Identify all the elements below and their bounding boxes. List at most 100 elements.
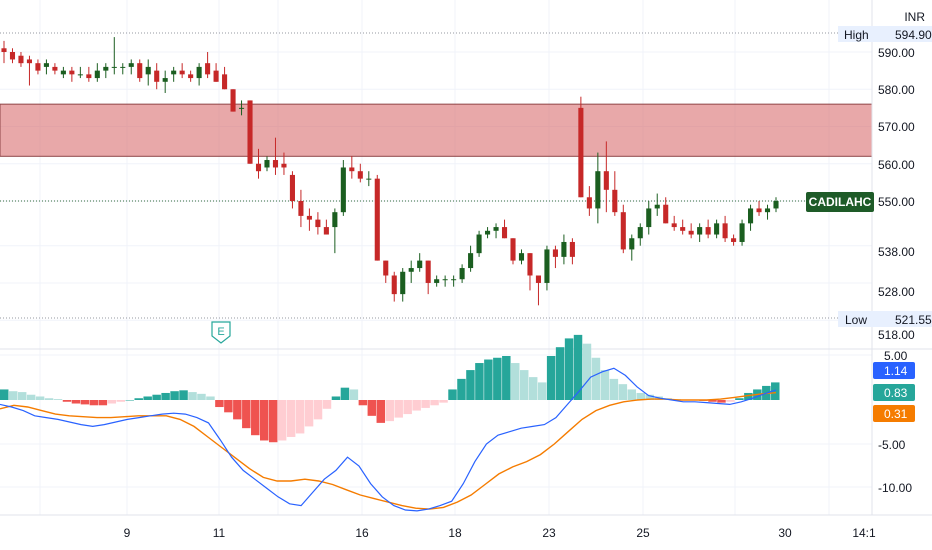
candles-layer[interactable] bbox=[1, 37, 779, 306]
candle[interactable] bbox=[77, 66, 83, 79]
candle[interactable] bbox=[306, 208, 312, 231]
candle[interactable] bbox=[213, 63, 219, 82]
candle[interactable] bbox=[137, 59, 143, 82]
candle[interactable] bbox=[552, 245, 558, 269]
candle[interactable] bbox=[289, 171, 295, 209]
candle[interactable] bbox=[417, 253, 423, 272]
candle[interactable] bbox=[731, 234, 737, 246]
candle[interactable] bbox=[671, 215, 677, 231]
candle[interactable] bbox=[26, 55, 32, 86]
candle[interactable] bbox=[468, 245, 474, 272]
candle[interactable] bbox=[561, 234, 567, 265]
candle[interactable] bbox=[315, 212, 321, 235]
candle[interactable] bbox=[222, 66, 228, 90]
candle[interactable] bbox=[247, 100, 253, 164]
candle[interactable] bbox=[128, 59, 134, 75]
candle[interactable] bbox=[748, 204, 754, 231]
candle[interactable] bbox=[535, 275, 542, 306]
candle[interactable] bbox=[476, 230, 482, 257]
candle[interactable] bbox=[52, 63, 58, 75]
earnings-icon[interactable] bbox=[211, 321, 231, 344]
candle[interactable] bbox=[527, 253, 533, 291]
candle[interactable] bbox=[69, 66, 75, 82]
candle[interactable] bbox=[111, 37, 117, 75]
candle[interactable] bbox=[60, 66, 66, 79]
candle[interactable] bbox=[714, 219, 720, 239]
candle[interactable] bbox=[603, 141, 609, 213]
candle[interactable] bbox=[1, 40, 7, 64]
candle[interactable] bbox=[425, 260, 431, 295]
candle[interactable] bbox=[162, 70, 168, 93]
candle[interactable] bbox=[94, 63, 100, 82]
candle[interactable] bbox=[586, 186, 592, 216]
candle[interactable] bbox=[383, 260, 389, 283]
candle[interactable] bbox=[544, 245, 550, 291]
candle[interactable] bbox=[281, 152, 287, 175]
candle[interactable] bbox=[35, 59, 41, 75]
candle[interactable] bbox=[323, 219, 329, 235]
candle[interactable] bbox=[764, 204, 771, 220]
candle[interactable] bbox=[442, 275, 448, 287]
candle[interactable] bbox=[154, 63, 160, 90]
candle[interactable] bbox=[18, 52, 24, 67]
candle[interactable] bbox=[86, 66, 92, 82]
ticker-badge[interactable]: CADILAHC bbox=[806, 192, 874, 212]
candle[interactable] bbox=[629, 234, 635, 261]
time-axis[interactable]: 9 11 16 18 23 25 30 14:1 bbox=[124, 526, 876, 540]
candle[interactable] bbox=[739, 219, 745, 246]
candle[interactable] bbox=[680, 219, 686, 235]
candle[interactable] bbox=[332, 208, 338, 254]
candle[interactable] bbox=[340, 160, 346, 216]
candle[interactable] bbox=[697, 223, 703, 242]
candle[interactable] bbox=[688, 223, 694, 239]
candle[interactable] bbox=[756, 201, 762, 216]
resistance-zone[interactable] bbox=[0, 103, 873, 157]
candle[interactable] bbox=[255, 148, 262, 179]
candle[interactable] bbox=[272, 137, 279, 175]
candle[interactable] bbox=[179, 63, 185, 79]
candle[interactable] bbox=[196, 63, 202, 86]
candle[interactable] bbox=[510, 238, 516, 265]
candle[interactable] bbox=[349, 156, 355, 179]
candle[interactable] bbox=[205, 52, 211, 79]
earnings-marker[interactable]: E bbox=[211, 321, 231, 344]
candle[interactable] bbox=[722, 215, 728, 242]
candle[interactable] bbox=[501, 219, 508, 239]
candle[interactable] bbox=[612, 171, 618, 216]
candle[interactable] bbox=[637, 223, 643, 246]
candle[interactable] bbox=[171, 66, 177, 82]
candle[interactable] bbox=[188, 70, 194, 82]
candle[interactable] bbox=[238, 100, 245, 116]
candle[interactable] bbox=[103, 63, 109, 79]
candle[interactable] bbox=[298, 189, 304, 228]
candle[interactable] bbox=[374, 174, 380, 261]
candle[interactable] bbox=[485, 227, 491, 239]
candle[interactable] bbox=[43, 59, 49, 75]
candle[interactable] bbox=[264, 156, 270, 172]
candle[interactable] bbox=[620, 204, 626, 254]
candle[interactable] bbox=[654, 193, 660, 216]
candle[interactable] bbox=[145, 59, 151, 86]
candle[interactable] bbox=[578, 96, 584, 198]
candle[interactable] bbox=[646, 201, 652, 235]
candle[interactable] bbox=[408, 260, 414, 283]
candle[interactable] bbox=[9, 48, 16, 64]
candle[interactable] bbox=[493, 223, 499, 239]
candle[interactable] bbox=[451, 275, 457, 287]
candle[interactable] bbox=[434, 275, 440, 287]
candle[interactable] bbox=[663, 197, 669, 224]
candle[interactable] bbox=[773, 197, 779, 213]
candle[interactable] bbox=[400, 268, 406, 302]
candle[interactable] bbox=[518, 249, 525, 265]
macd-axis[interactable]: 5.00 -5.00 -10.00 bbox=[878, 349, 912, 495]
candle[interactable] bbox=[569, 238, 575, 265]
candle[interactable] bbox=[120, 63, 126, 75]
candle[interactable] bbox=[391, 271, 397, 302]
candle[interactable] bbox=[595, 152, 601, 224]
candle[interactable] bbox=[230, 89, 236, 112]
candle[interactable] bbox=[366, 171, 372, 187]
price-axis[interactable]: 590.00 580.00 570.00 560.00 550.00 538.0… bbox=[878, 46, 915, 342]
candle[interactable] bbox=[357, 163, 363, 183]
candle[interactable] bbox=[459, 264, 465, 283]
